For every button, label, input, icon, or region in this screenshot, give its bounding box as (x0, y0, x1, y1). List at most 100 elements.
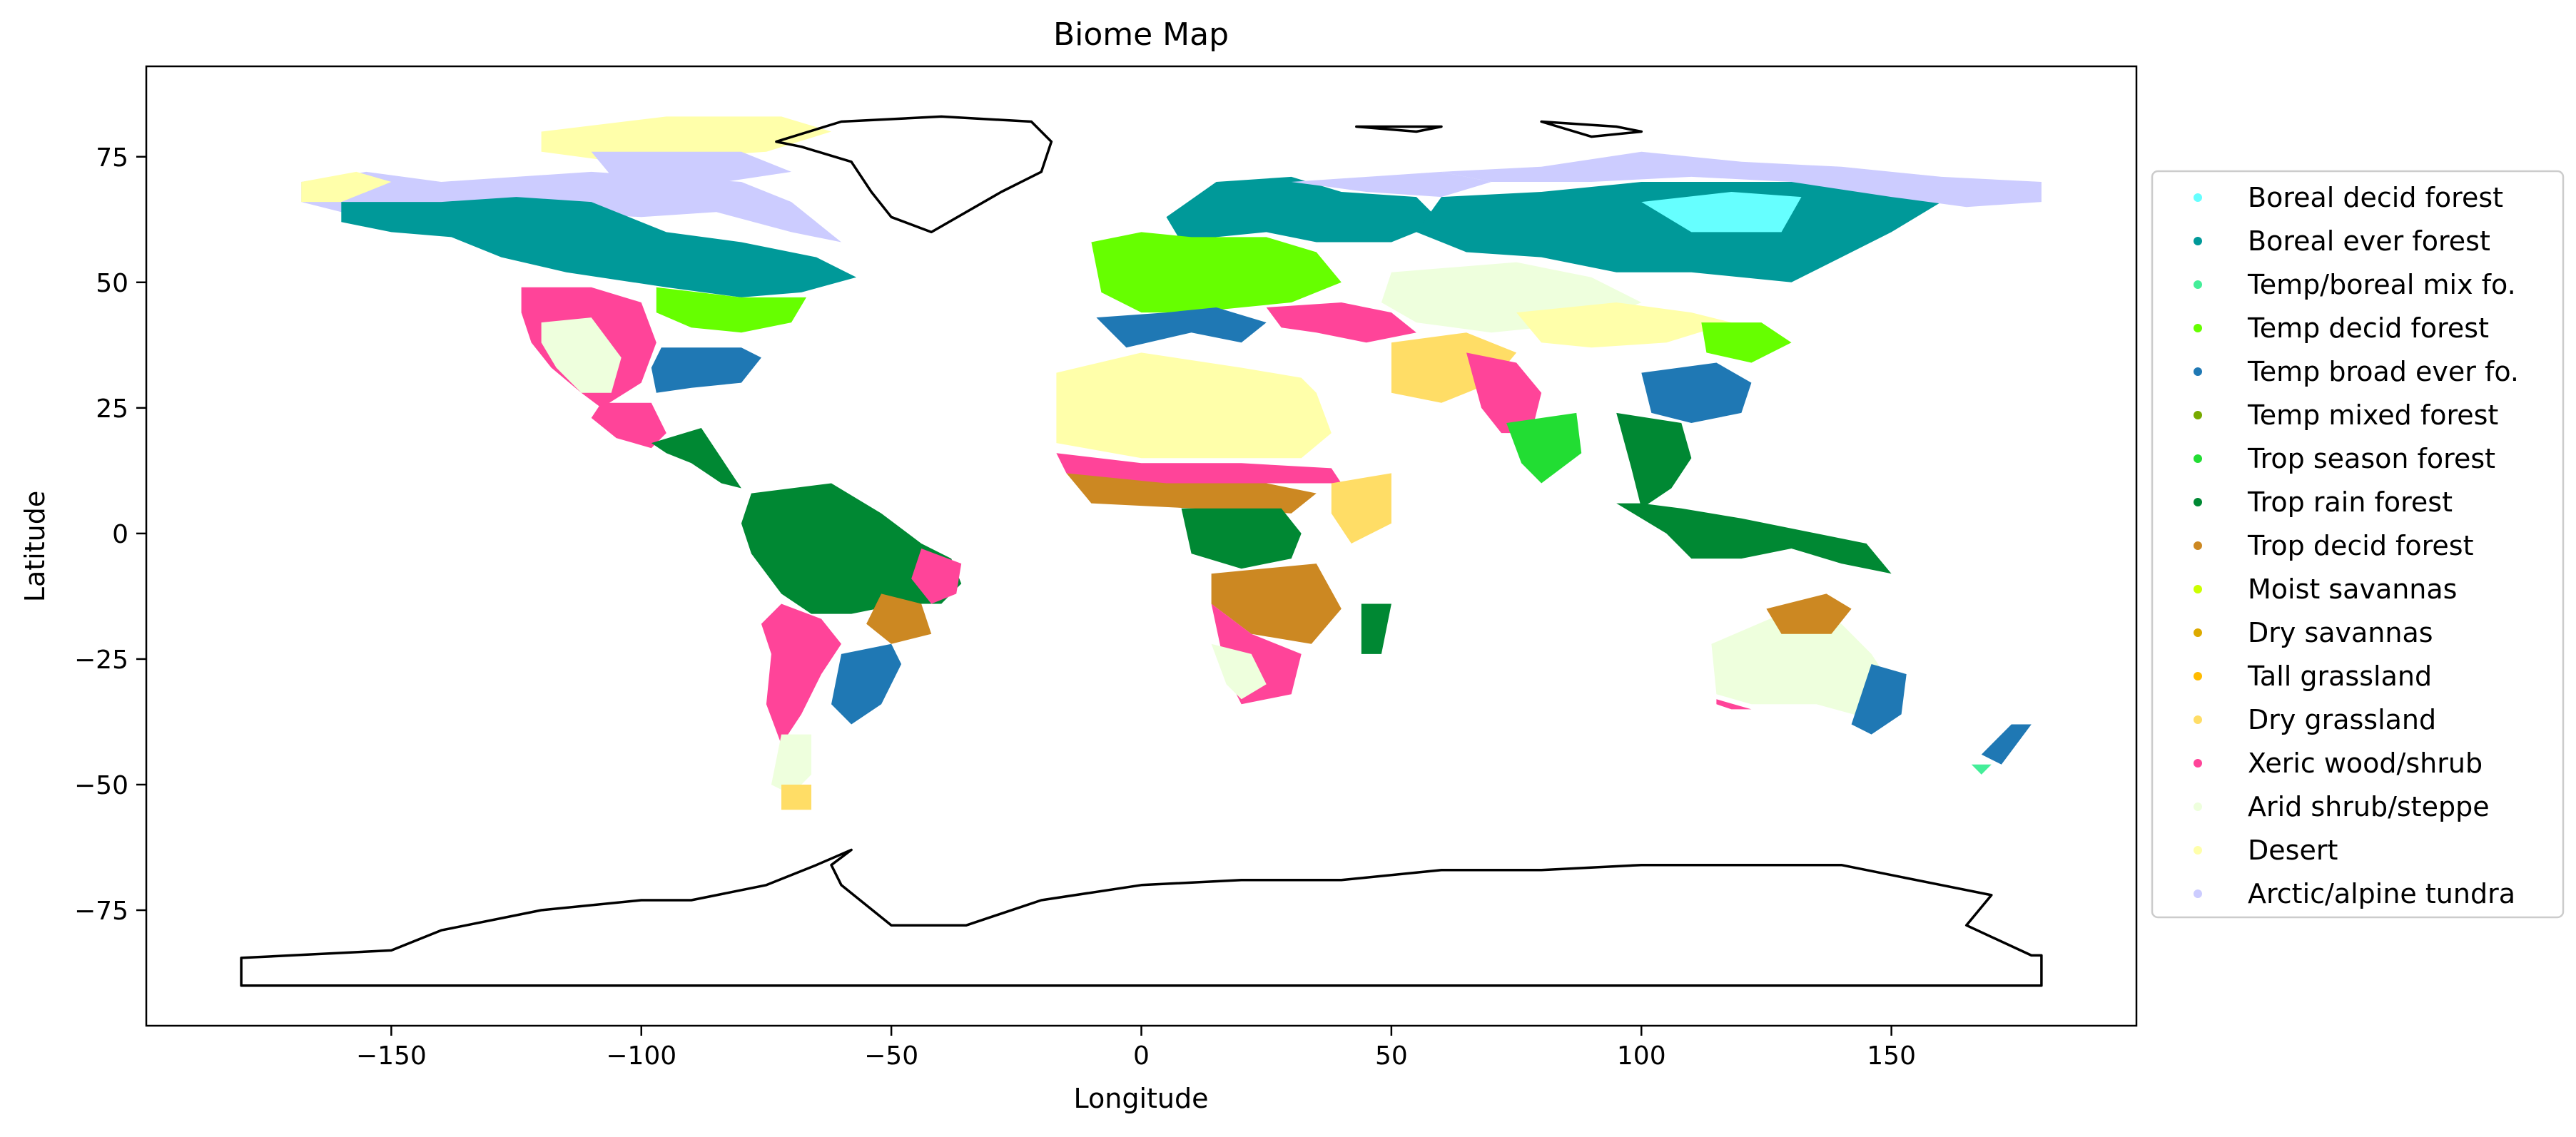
biome-region (591, 402, 666, 449)
x-tick-label: 0 (1133, 1041, 1150, 1071)
biome-region (1066, 473, 1317, 514)
biome-region (656, 287, 806, 333)
legend-marker (2194, 541, 2202, 550)
legend-entry: Tall grassland (2247, 661, 2432, 692)
legend-marker (2194, 628, 2202, 637)
legend-marker (2194, 715, 2202, 724)
x-axis-label: Longitude (1074, 1083, 1209, 1114)
legend-marker (2194, 802, 2202, 811)
legend-marker (2194, 889, 2202, 898)
legend-marker (2194, 672, 2202, 680)
legend-entry: Temp decid forest (2247, 312, 2489, 344)
biome-region (1616, 412, 1692, 509)
legend-marker (2194, 324, 2202, 332)
legend-entry: Temp broad ever fo. (2247, 356, 2519, 387)
legend-marker (2194, 454, 2202, 463)
legend-entry: Desert (2248, 835, 2338, 866)
y-axis-label: Latitude (19, 491, 51, 602)
biome-region (1641, 192, 1802, 233)
legend-marker (2194, 846, 2202, 855)
legend-frame (2151, 170, 2565, 919)
biome-region (1056, 453, 1342, 484)
coastline (775, 115, 1053, 234)
legend: Boreal decid forest Boreal ever forest Tem… (2151, 170, 2565, 919)
x-tick-label: −150 (356, 1041, 427, 1071)
y-tick-label: −75 (74, 897, 128, 926)
legend-entry: Arctic/alpine tundra (2248, 878, 2515, 909)
biome-region (1641, 362, 1752, 423)
y-tick-label: 25 (96, 394, 128, 424)
y-tick-label: 50 (96, 269, 128, 298)
chart-title: Biome Map (1053, 16, 1229, 53)
x-tick-label: 50 (1375, 1041, 1408, 1071)
biome-region (1971, 764, 1992, 775)
legend-entry: Boreal ever forest (2248, 225, 2490, 257)
legend-entry: Temp/boreal mix fo. (2247, 269, 2516, 300)
biome-region (1441, 151, 2042, 208)
biome-region (1181, 508, 1302, 569)
x-tick-label: −50 (864, 1041, 918, 1071)
biome-region (541, 317, 622, 393)
biome-region (301, 171, 392, 203)
biome-region (781, 785, 811, 810)
x-axis-ticks: −150 −100 −50 0 50 100 150 (356, 1026, 1916, 1071)
biome-region (866, 593, 932, 644)
legend-marker (2194, 498, 2202, 506)
coastline (1540, 120, 1643, 138)
y-tick-label: −50 (74, 771, 128, 800)
legend-marker (2194, 411, 2202, 419)
biome-region (1851, 664, 1907, 735)
biome-region (1711, 613, 1892, 720)
coastline (240, 848, 2043, 987)
y-tick-label: 75 (96, 143, 128, 173)
biome-region (541, 116, 831, 162)
biome-region (831, 643, 902, 725)
legend-entry: Temp mixed forest (2247, 399, 2498, 431)
biome-region (651, 428, 741, 489)
biome-region (1266, 302, 1416, 343)
legend-entry: Dry savannas (2248, 617, 2433, 648)
biome-region (1096, 307, 1267, 348)
x-tick-label: −100 (606, 1041, 676, 1071)
legend-marker (2194, 280, 2202, 289)
x-tick-label: 100 (1617, 1041, 1666, 1071)
legend-marker (2194, 367, 2202, 376)
biome-region (761, 603, 841, 745)
biome-region (1416, 182, 1942, 282)
biome-region (1466, 352, 1542, 434)
biome-region (1291, 171, 1491, 198)
biome-region (1166, 176, 1441, 243)
biome-region (1211, 643, 1267, 700)
coastline (1355, 125, 1443, 133)
biome-region (341, 197, 857, 297)
biome-region (911, 549, 962, 604)
biome-region (1981, 724, 2032, 765)
biome-region (1616, 503, 1892, 574)
biome-region (1211, 564, 1342, 644)
legend-entry: Moist savannas (2248, 573, 2457, 605)
x-tick-label: 150 (1867, 1041, 1916, 1071)
legend-entry: Trop season forest (2247, 443, 2495, 474)
biome-region (1506, 412, 1582, 484)
y-tick-label: −25 (74, 646, 128, 675)
legend-entry: Boreal decid forest (2248, 182, 2503, 213)
biome-region (591, 151, 791, 187)
biome-region (651, 347, 761, 393)
legend-marker (2194, 193, 2202, 202)
biome-region (1056, 352, 1332, 459)
biome-region (1701, 322, 1792, 363)
legend-entry: Trop decid forest (2247, 530, 2474, 561)
biome-region (1361, 603, 1391, 654)
biome-region (1331, 473, 1391, 544)
y-tick-label: 0 (112, 520, 128, 549)
biome-region (1516, 302, 1732, 348)
biome-region (1766, 593, 1852, 634)
biome-region (1716, 699, 1752, 710)
biome-region (1091, 232, 1342, 313)
legend-entry: Xeric wood/shrub (2248, 748, 2483, 779)
biome-region (1391, 332, 1517, 403)
legend-entry: Trop rain forest (2247, 486, 2453, 518)
legend-marker (2194, 585, 2202, 593)
legend-marker (2194, 237, 2202, 245)
